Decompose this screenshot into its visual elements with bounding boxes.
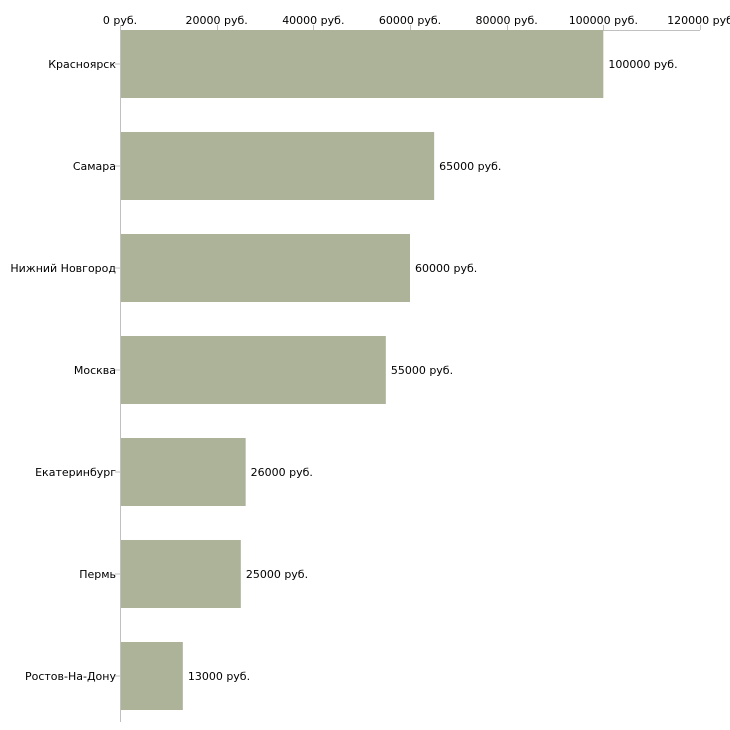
value-label: 25000 руб.	[246, 568, 308, 581]
x-tick-label: 100000 руб.	[569, 14, 638, 27]
x-tick-label: 80000 руб.	[476, 14, 538, 27]
value-label: 100000 руб.	[608, 58, 677, 71]
x-tick-label: 0 руб.	[103, 14, 137, 27]
x-tick-label: 20000 руб.	[186, 14, 248, 27]
bar-5	[121, 540, 241, 608]
category-label: Екатеринбург	[35, 466, 116, 479]
bar-4	[121, 438, 246, 506]
x-tick-label: 120000 руб	[667, 14, 730, 27]
category-label: Ростов-На-Дону	[25, 670, 116, 683]
bar-2	[121, 234, 410, 302]
bar-1	[121, 132, 435, 200]
value-label: 26000 руб.	[251, 466, 313, 479]
category-label: Нижний Новгород	[10, 262, 116, 275]
value-label: 60000 руб.	[415, 262, 477, 275]
value-label: 13000 руб.	[188, 670, 250, 683]
bar-0	[121, 30, 604, 98]
category-label: Пермь	[79, 568, 116, 581]
category-label: Москва	[74, 364, 116, 377]
category-label: Самара	[73, 160, 116, 173]
x-tick-label: 40000 руб.	[282, 14, 344, 27]
value-label: 55000 руб.	[391, 364, 453, 377]
x-tick-label: 60000 руб.	[379, 14, 441, 27]
bar-6	[121, 642, 183, 710]
bar-3	[121, 336, 386, 404]
value-label: 65000 руб.	[439, 160, 501, 173]
category-label: Красноярск	[48, 58, 116, 71]
